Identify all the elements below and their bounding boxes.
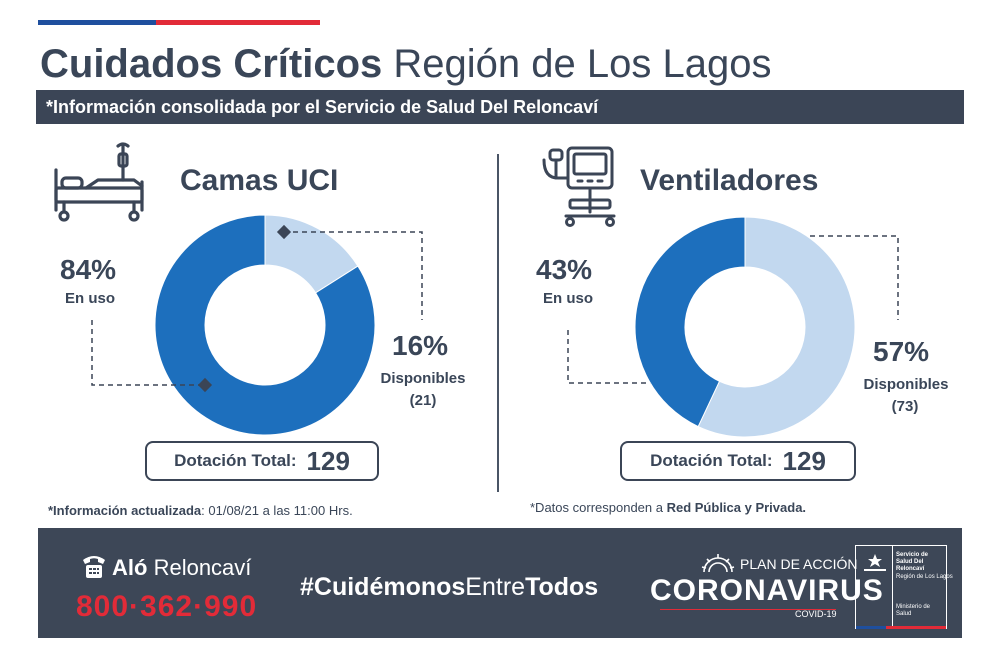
gov-flag-red [886, 626, 946, 629]
page-title-light: Región de Los Lagos [393, 42, 772, 86]
alo-light: Reloncaví [153, 555, 252, 580]
hashtag: #CuidémonosEntreTodos [300, 573, 598, 602]
hashtag-part-b: Entre [465, 573, 526, 601]
gov-line-5: Ministerio de [896, 604, 931, 610]
ventilator-icon [540, 144, 620, 228]
section-divider [497, 154, 499, 492]
footer-bar [38, 528, 962, 638]
update-note: *Información actualizada: 01/08/21 a las… [48, 503, 353, 518]
ventiladores-title: Ventiladores [640, 164, 819, 197]
flag-stripe-blue [38, 20, 156, 25]
camas-inuse-pct: 84% [60, 254, 117, 285]
hashtag-part-a: #Cuidémonos [300, 573, 466, 601]
gov-line-4: Región de Los Lagos [896, 574, 953, 580]
gov-line-1: Servicio de [896, 552, 929, 558]
phone-number: 800·362·990 [76, 590, 258, 623]
update-note-prefix: *Información actualizada [48, 503, 202, 518]
subtitle-bar: *Información consolidada por el Servicio… [36, 90, 964, 124]
corona-underline [660, 609, 836, 610]
coronavirus-label: CORONAVIRUS [650, 574, 884, 607]
vent-available-pct: 57% [873, 336, 930, 367]
ventiladores-slice-en-uso [634, 216, 746, 428]
data-note-bold: Red Pública y Privada. [666, 500, 807, 515]
ventiladores-donut-group [634, 216, 856, 438]
vent-available-count: (73) [891, 398, 919, 415]
flag-stripe-red [156, 20, 320, 25]
camas-total-label: Dotación Total: [174, 451, 297, 470]
hospital-bed-icon [48, 142, 148, 224]
camas-total-value: 129 [306, 445, 350, 476]
update-note-suffix: : 01/08/21 a las 11:00 Hrs. [201, 503, 353, 518]
virus-icon [700, 552, 736, 574]
data-note-prefix: *Datos corresponden a [530, 500, 667, 515]
camas-donut-group [154, 214, 376, 436]
camas-inuse-label: En uso [64, 290, 115, 307]
plan-label: PLAN DE ACCIÓN [740, 556, 858, 572]
hashtag-part-c: Todos [525, 573, 599, 601]
vent-inuse-label: En uso [542, 290, 593, 307]
alo-reloncavi: Aló Reloncaví [112, 555, 251, 581]
telephone-icon [80, 552, 108, 580]
government-logo: Servicio de Salud Del Reloncaví Región d… [855, 545, 953, 629]
gov-logo-divider [892, 546, 893, 628]
camas-donut-chart [154, 214, 376, 436]
camas-total-box: Dotación Total: 129 [145, 441, 379, 481]
vent-inuse-pct: 43% [536, 254, 593, 285]
camas-available-label: Disponibles [380, 370, 466, 387]
page-title-bold: Cuidados Críticos [40, 42, 383, 86]
vent-total-value: 129 [782, 445, 826, 476]
page-title: Cuidados Críticos Región de Los Lagos [40, 40, 771, 88]
ventiladores-donut-chart [634, 216, 856, 438]
camas-available-count: (21) [409, 392, 437, 409]
gov-line-2: Salud Del [896, 559, 924, 565]
camas-available-pct: 16% [392, 330, 449, 361]
gov-line-3: Reloncaví [896, 566, 925, 572]
camas-title: Camas UCI [180, 164, 339, 197]
coat-of-arms-icon [862, 552, 888, 572]
covid-label: COVID-19 [795, 609, 837, 619]
gov-flag-blue [856, 626, 886, 629]
alo-bold: Aló [112, 555, 148, 580]
gov-line-6: Salud [896, 611, 912, 617]
vent-total-box: Dotación Total: 129 [620, 441, 856, 481]
data-note: *Datos corresponden a Red Pública y Priv… [530, 500, 806, 515]
vent-total-label: Dotación Total: [650, 451, 773, 470]
ventiladores-slice-disponibles [697, 216, 856, 438]
vent-available-label: Disponibles [863, 376, 949, 393]
